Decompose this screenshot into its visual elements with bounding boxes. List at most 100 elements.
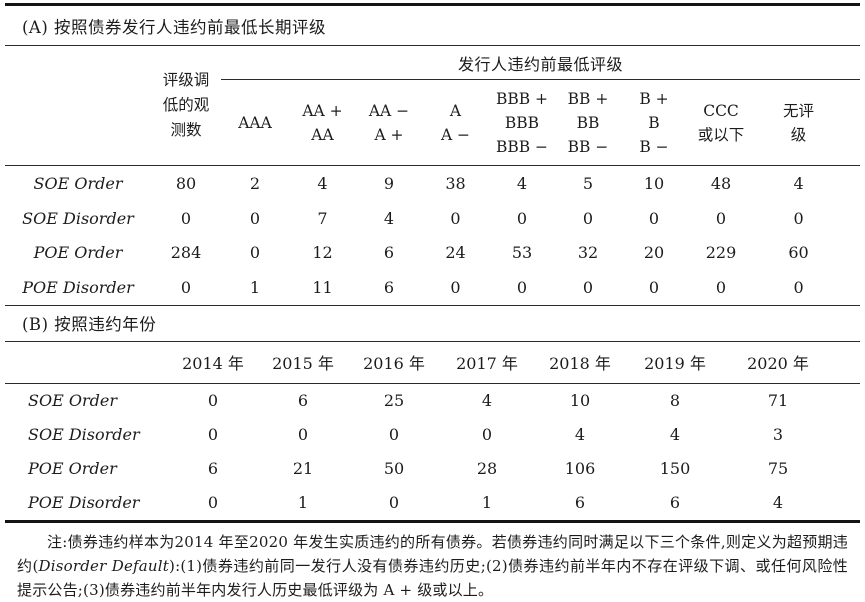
col-header-year-2018: 2018 年 [549, 354, 611, 374]
top-rule [5, 3, 860, 6]
col-header-rating-bbb: BBB + BBB BBB − [495, 89, 549, 156]
table-row: SOE Order 80 2 4 9 38 4 5 10 48 4 [5, 166, 860, 201]
table-cell: 0 [481, 425, 493, 445]
table-cell: 28 [476, 459, 498, 479]
table-cell: 6 [207, 459, 219, 479]
table-cell: 6 [574, 493, 586, 513]
col-header-year-2020: 2020 年 [747, 354, 809, 374]
table-cell: 0 [388, 425, 400, 445]
table-cell: 5 [582, 173, 594, 193]
col-header-year-2016: 2016 年 [363, 354, 425, 374]
table-cell: 0 [793, 208, 804, 228]
table-cell: 6 [297, 391, 309, 411]
col-header-year-2014: 2014 年 [182, 354, 244, 374]
table-cell: 21 [292, 459, 314, 479]
panel-b-table: 2014 年 2015 年 2016 年 2017 年 2018 年 2019 … [5, 342, 860, 520]
col-header-year-2017: 2017 年 [456, 354, 518, 374]
row-label-header-blank [5, 46, 151, 166]
col-header-year-2015: 2015 年 [272, 354, 334, 374]
table-cell: 4 [317, 173, 328, 193]
table-cell: 0 [582, 277, 594, 297]
table-cell: 0 [180, 277, 192, 297]
table-cell: 24 [445, 243, 466, 263]
table-cell: 80 [175, 173, 197, 193]
table-cell: 0 [249, 208, 261, 228]
table-cell: 25 [383, 391, 405, 411]
table-cell: 3 [772, 425, 784, 445]
table-cell: 1 [481, 493, 493, 513]
table-cell: 4 [669, 425, 681, 445]
table-cell: 2 [249, 173, 261, 193]
table-cell: 4 [481, 391, 493, 411]
table-cell: 0 [793, 277, 804, 297]
table-cell: 8 [669, 391, 681, 411]
col-header-rating-span: 发行人违约前最低评级 [221, 46, 861, 80]
table-cell: 0 [648, 208, 660, 228]
table-cell: 284 [170, 243, 202, 263]
row-label: SOE Order [33, 173, 123, 193]
row-label: POE Order [28, 459, 117, 479]
table-cell: 50 [383, 459, 405, 479]
table-cell: 229 [705, 243, 737, 263]
table-cell: 4 [516, 173, 528, 193]
table-cell: 6 [383, 277, 395, 297]
panel-a-title: (A) 按照债券发行人违约前最低长期评级 [5, 6, 860, 46]
table-cell: 4 [793, 173, 804, 193]
col-header-rating-bb: BB + BB BB − [567, 89, 609, 156]
row-label: POE Order [33, 243, 123, 263]
table-row: POE Disorder 0 1 11 6 0 0 0 0 0 0 [5, 270, 860, 305]
table-cell: 53 [511, 243, 533, 263]
table-cell: 150 [659, 459, 691, 479]
table-cell: 4 [574, 425, 586, 445]
table-cell: 38 [445, 173, 466, 193]
footnote-text-2: ):(1)债券违约前同一发行人没有债券违约历史;(2)债券违约前半年内不存在评级… [17, 556, 848, 599]
table-cell: 4 [772, 493, 784, 513]
table-cell: 0 [249, 243, 261, 263]
row-label: SOE Disorder [22, 208, 134, 228]
table-cell: 0 [582, 208, 594, 228]
table-cell: 9 [383, 173, 395, 193]
col-header-rating-aaa: AAA [238, 113, 272, 132]
table-cell: 0 [388, 493, 400, 513]
table-cell: 0 [450, 277, 461, 297]
col-header-obs: 评级调 低的观 测数 [162, 71, 210, 139]
col-header-year-2019: 2019 年 [644, 354, 706, 374]
table-cell: 10 [569, 391, 591, 411]
row-label: SOE Disorder [28, 425, 140, 445]
table-row: SOE Disorder 0 0 7 4 0 0 0 0 0 0 [5, 201, 860, 236]
table-cell: 20 [643, 243, 665, 263]
table-cell: 0 [715, 208, 727, 228]
table-cell: 106 [564, 459, 596, 479]
table-cell: 1 [297, 493, 309, 513]
row-label: POE Disorder [28, 493, 140, 513]
col-header-rating-b: B + B B − [639, 89, 669, 156]
table-cell: 0 [207, 425, 219, 445]
table-row: SOE Order 0 6 25 4 10 8 71 [5, 383, 860, 418]
table-cell: 75 [767, 459, 789, 479]
footnote-text-1: 注:债券违约样本为2014 年至2020 年发生实质违约的所有债券。若债券违约同… [17, 532, 848, 575]
col-header-rating-aa: AA + AA [302, 101, 343, 144]
table-cell: 11 [312, 277, 333, 297]
table-cell: 6 [383, 243, 395, 263]
table-cell: 0 [297, 425, 309, 445]
table-cell: 0 [715, 277, 727, 297]
table-cell: 32 [577, 243, 599, 263]
col-header-rating-unrated: 无评 级 [783, 101, 815, 144]
footnote-italic-term: Disorder Default [38, 556, 170, 575]
table-row: POE Disorder 0 1 0 1 6 6 4 [5, 486, 860, 520]
table-cell: 0 [516, 208, 528, 228]
row-label-header-blank [5, 342, 168, 384]
row-label: SOE Order [28, 391, 117, 411]
table-row: POE Order 6 21 50 28 106 150 75 [5, 452, 860, 486]
col-header-rating-ccc: CCC 或以下 [697, 101, 745, 144]
table-row: SOE Disorder 0 0 0 0 4 4 3 [5, 418, 860, 452]
table-cell: 71 [767, 391, 789, 411]
col-header-rating-a: A A − [440, 101, 471, 144]
bottom-rule [5, 519, 860, 523]
table-cell: 6 [669, 493, 681, 513]
table-cell: 60 [788, 243, 809, 263]
table-cell: 1 [249, 277, 261, 297]
table-cell: 0 [207, 493, 219, 513]
table-cell: 0 [516, 277, 528, 297]
table-cell: 0 [450, 208, 461, 228]
